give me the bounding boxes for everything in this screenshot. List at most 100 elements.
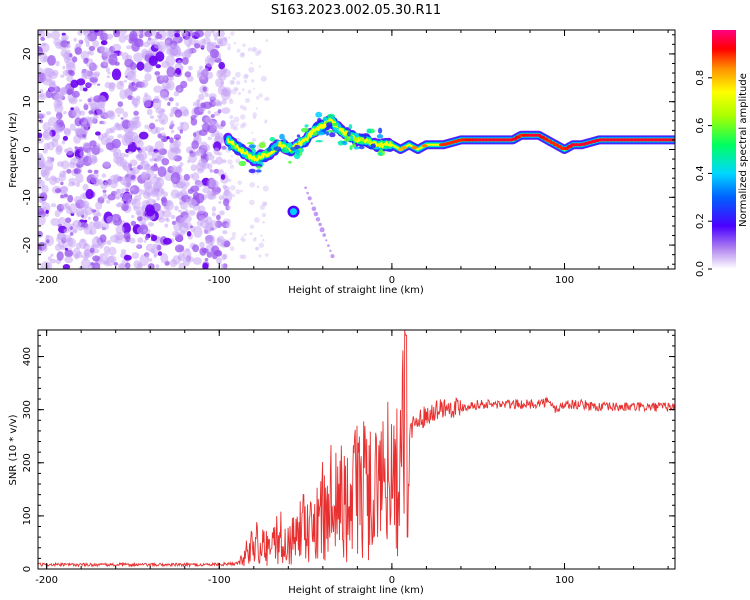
streak-dot	[313, 211, 319, 217]
snr-ylabel: SNR (10 * v/v)	[8, 414, 19, 485]
x-tick-label: -200	[35, 575, 58, 586]
ridge-speckle	[252, 148, 256, 155]
ridge-speckle	[248, 144, 256, 149]
noise-speckle	[38, 30, 270, 269]
ridge-core	[411, 146, 418, 150]
ridge-speckle	[316, 131, 325, 136]
ridge-speckle	[273, 146, 282, 151]
ridge-speckle	[295, 150, 300, 155]
ridge-speckle	[290, 147, 296, 151]
streak-dot	[306, 191, 309, 195]
y-tick-label: 0	[22, 566, 33, 572]
ridge-speckle	[322, 116, 328, 122]
streak-dot	[307, 196, 312, 201]
ridge-speckle	[283, 138, 287, 144]
ridge-speckle	[255, 169, 262, 173]
ridge-speckle	[325, 131, 330, 136]
ridge-speckle	[296, 134, 301, 138]
ridge-speckle	[353, 146, 360, 150]
y-tick-label: 100	[22, 506, 33, 525]
ridge-speckle	[378, 152, 383, 156]
ridge-speckle	[231, 145, 235, 150]
ridge-speckle	[279, 133, 285, 140]
ridge-speckle	[352, 143, 356, 148]
ridge-speckle	[317, 118, 322, 123]
colorbar-tick-label: 0.8	[695, 70, 706, 86]
x-tick-label: -100	[208, 575, 231, 586]
ridge-band	[223, 111, 675, 174]
y-tick-label: 10	[22, 95, 33, 108]
colorbar-tick-label: 0.0	[695, 261, 706, 277]
ridge-speckle	[258, 142, 266, 149]
ridge-speckle	[378, 127, 383, 134]
y-tick-label: 300	[22, 400, 33, 419]
ridge-speckle	[256, 166, 262, 169]
snr-line	[38, 330, 675, 569]
colorbar-tick-label: 0.6	[695, 118, 706, 134]
ridge-speckle	[287, 142, 293, 149]
streak-dot	[325, 239, 328, 242]
snr-axes: -200 -100 0 100 0 100 200 300 400	[22, 330, 675, 586]
y-tick-label: -10	[22, 189, 33, 205]
streak-dot	[319, 227, 325, 233]
y-tick-label: -20	[22, 237, 33, 253]
streak-dot	[310, 202, 313, 205]
ridge-speckle	[304, 124, 309, 128]
ridge-speckle	[342, 141, 348, 146]
ridge-speckle	[238, 160, 247, 167]
ridge-speckle	[337, 140, 345, 146]
ridge-core	[421, 144, 428, 148]
snr-xlabel: Height of straight line (km)	[288, 585, 424, 596]
colorbar-label: Normalized spectral amplitude	[738, 73, 749, 227]
y-tick-label: 0	[22, 146, 33, 152]
spectrogram-xlabel: Height of straight line (km)	[288, 285, 424, 296]
x-tick-label: 100	[555, 575, 574, 586]
ridge-core	[331, 123, 338, 127]
ridge-speckle	[349, 135, 354, 140]
streak-dot	[327, 244, 330, 247]
ridge-speckle	[298, 148, 302, 151]
colorbar-tick-label: 0.4	[695, 165, 706, 181]
ridge-core	[366, 140, 373, 144]
ridge-speckle	[293, 153, 301, 160]
snr-panel	[38, 330, 675, 569]
ridge-speckle	[300, 127, 309, 133]
streak-dot	[304, 186, 307, 189]
ridge-speckle	[288, 160, 292, 164]
y-tick-label: 200	[22, 453, 33, 472]
ridge-speckle	[281, 147, 289, 154]
ridge-speckle	[297, 137, 303, 141]
ridge-core	[401, 146, 407, 150]
colorbar-tick-label: 0.2	[695, 213, 706, 229]
y-tick-label: 400	[22, 347, 33, 366]
ridge-speckle	[246, 142, 255, 145]
streak-dot	[311, 206, 317, 212]
ridge-speckle	[349, 145, 353, 151]
streak-dot	[315, 217, 321, 222]
ridge-speckle	[329, 132, 336, 138]
ridge-speckle	[348, 124, 353, 130]
x-tick-label: 0	[389, 275, 395, 286]
spectrogram-ylabel: Frequency (Hz)	[8, 112, 19, 188]
ridge-speckle	[363, 133, 367, 140]
ridge-speckle	[315, 111, 323, 118]
streak-dot	[318, 222, 322, 227]
ridge-speckle	[238, 141, 242, 148]
ridge-core	[352, 137, 359, 141]
ridge-speckle	[333, 127, 340, 134]
snr-frame	[37, 329, 676, 570]
ridge-speckle	[366, 128, 372, 134]
isolated-blob-core	[289, 208, 297, 216]
ridge-speckle	[312, 131, 319, 136]
spectrogram-panel	[38, 30, 675, 269]
y-tick-label: 20	[22, 48, 33, 61]
ridge-speckle	[248, 168, 256, 174]
x-tick-label: 100	[555, 275, 574, 286]
streak-dot	[322, 233, 327, 237]
streak-dot	[329, 249, 332, 252]
colorbar-axes: 0.0 0.2 0.4 0.6 0.8	[695, 70, 712, 277]
ridge-speckle	[344, 137, 351, 143]
ridge-speckle	[327, 113, 335, 118]
